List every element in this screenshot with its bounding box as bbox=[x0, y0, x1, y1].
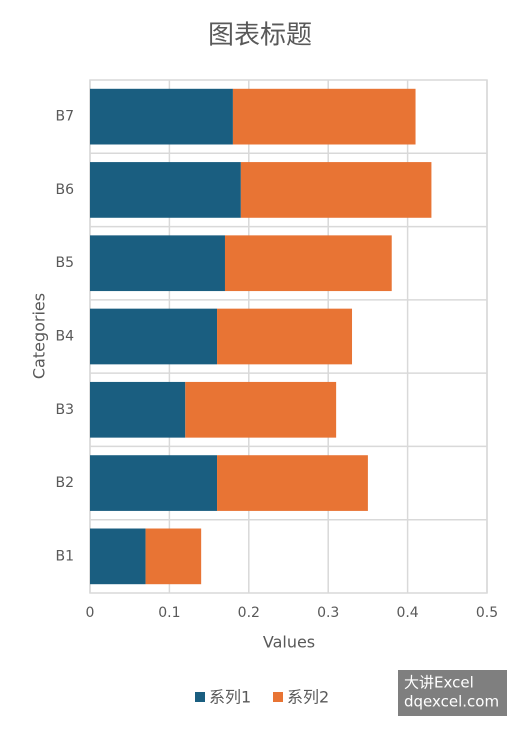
x-tick-label: 0.4 bbox=[396, 605, 418, 621]
bar-segment bbox=[90, 162, 241, 218]
x-tick-label: 0.1 bbox=[158, 605, 180, 621]
x-axis-title: Values bbox=[263, 633, 315, 652]
watermark-text: 大讲Excel bbox=[404, 674, 474, 692]
bar-segment bbox=[145, 528, 202, 585]
y-tick-label: B1 bbox=[55, 548, 74, 564]
watermark-text: dqexcel.com bbox=[404, 693, 499, 711]
bar-segment bbox=[90, 381, 186, 438]
chart-title: 图表标题 bbox=[208, 21, 312, 51]
y-tick-label: B6 bbox=[55, 182, 74, 198]
y-tick-label: B3 bbox=[55, 402, 74, 418]
bar-segment bbox=[232, 88, 416, 145]
bar-segment bbox=[217, 455, 368, 511]
bar-segment bbox=[90, 528, 146, 585]
legend-label: 系列1 bbox=[209, 688, 251, 707]
bar-segment bbox=[90, 88, 233, 145]
bar-segment bbox=[90, 308, 218, 365]
bar-segment bbox=[90, 455, 218, 511]
legend-label: 系列2 bbox=[287, 688, 329, 707]
bar-segment bbox=[185, 381, 337, 438]
y-tick-label: B4 bbox=[55, 329, 74, 345]
y-tick-label: B5 bbox=[55, 255, 74, 271]
y-axis-title: Categories bbox=[30, 293, 49, 379]
bar-segment bbox=[217, 308, 353, 365]
bar-segment bbox=[224, 235, 392, 292]
x-tick-label: 0.2 bbox=[238, 605, 260, 621]
x-tick-label: 0.5 bbox=[476, 605, 498, 621]
watermark-box bbox=[398, 670, 507, 716]
legend-swatch bbox=[195, 692, 205, 702]
y-tick-label: B7 bbox=[55, 109, 74, 125]
bar-segment bbox=[90, 235, 225, 292]
x-tick-label: 0 bbox=[86, 605, 95, 621]
bar-segment bbox=[240, 162, 432, 218]
x-tick-label: 0.3 bbox=[317, 605, 339, 621]
y-tick-label: B2 bbox=[55, 475, 74, 491]
legend-swatch bbox=[273, 692, 283, 702]
